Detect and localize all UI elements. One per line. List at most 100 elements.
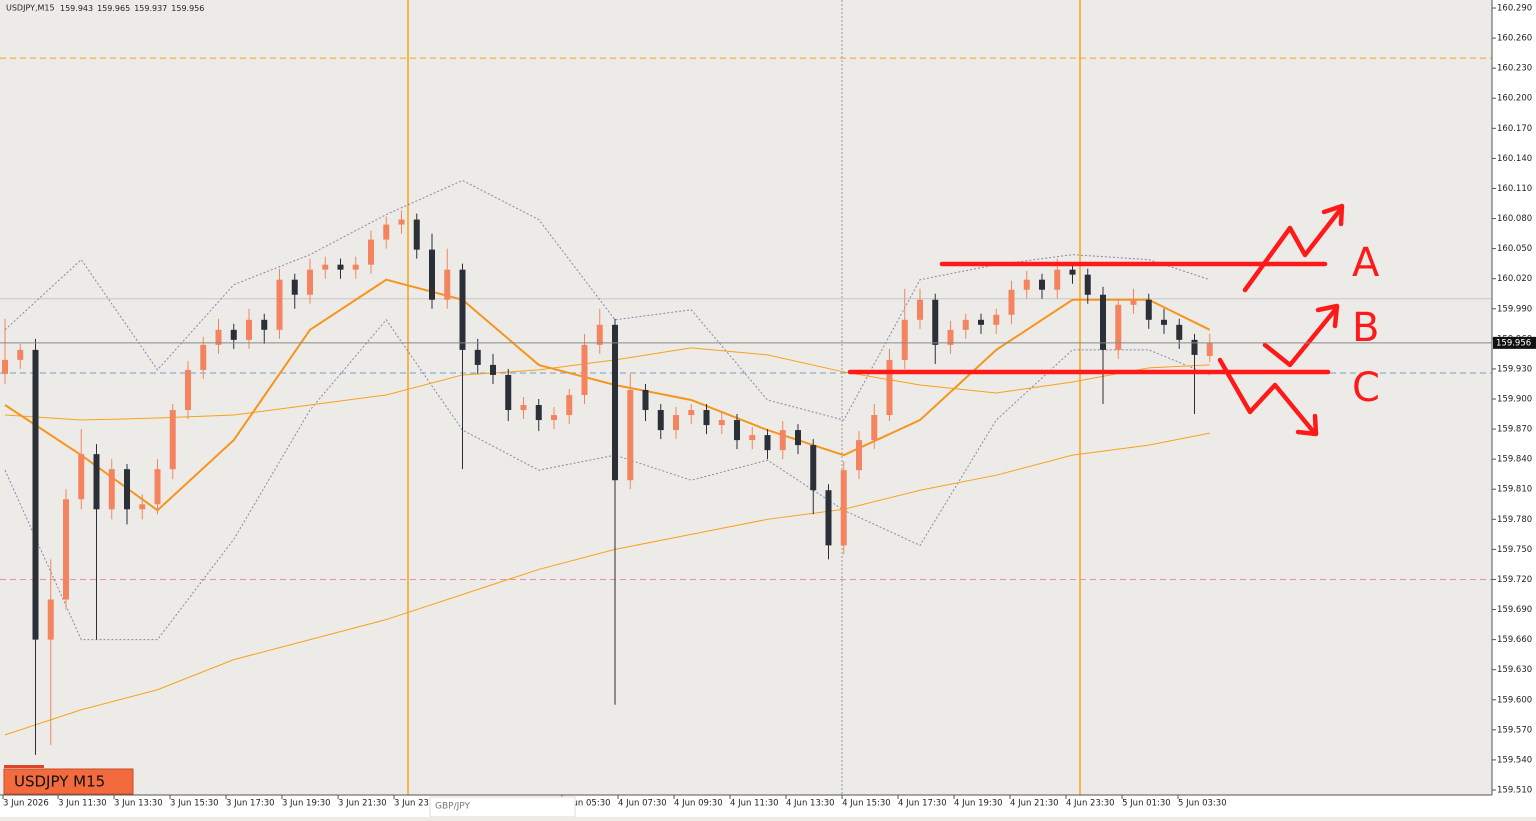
y-tick-label: 159.780 [1497,515,1532,525]
y-tick-label: 159.930 [1497,364,1532,374]
y-tick-label: 159.600 [1497,695,1532,705]
x-tick-label: 3 Jun 15:30 [170,799,219,809]
y-tick-label: 160.020 [1497,274,1532,284]
x-tick-label: 4 Jun 13:30 [786,799,835,809]
candle-body [871,415,878,441]
candle-body [368,239,374,265]
y-tick-label: 159.720 [1497,575,1532,585]
annotation: C [1352,365,1380,411]
candle-body [429,249,435,300]
arrowhead [1315,303,1340,329]
candle-body [322,264,329,270]
candle-body [444,269,451,300]
symbol: USDJPY,M15 [6,4,55,13]
x-tick-label: 3 Jun 11:30 [58,799,107,809]
candle-body [734,420,740,441]
candle-body [398,219,405,225]
candle-body [520,405,527,411]
current-price-box [1493,336,1536,349]
candle-body [612,324,618,481]
x-tick-label: 4 Jun 21:30 [1010,799,1059,809]
candle-body [703,410,710,426]
drawing [847,203,1345,437]
candle-body [185,369,191,411]
candle-body [581,344,588,395]
time-axis [0,795,1492,817]
candle-body [1161,319,1167,325]
x-tick-label: 4 Jun 23:30 [1066,799,1115,809]
y-tick-label: 160.110 [1497,184,1532,194]
y-tick-label: 160.290 [1497,4,1532,14]
candle-body [1054,269,1061,290]
candle-body [47,599,54,640]
annotation: A [1352,240,1380,286]
candle-body [978,319,984,325]
current-price-label: 159.956 [1496,338,1531,348]
candle-body [856,440,862,471]
annotation: B [1352,305,1379,351]
arrowhead [1321,203,1345,227]
ohlc-value: 159.956 [171,4,204,13]
x-tick-label: 3 Jun 17:30 [226,799,275,809]
candle-body [490,364,496,375]
y-tick-label: 160.050 [1497,244,1532,254]
candle-body [337,264,344,270]
y-tick-label: 160.140 [1497,154,1532,164]
candle-body [93,454,100,510]
candle-body [200,344,207,370]
ohlc-value: 159.965 [97,4,130,13]
candle-body [474,349,481,365]
x-tick-label: 4 Jun 09:30 [674,799,723,809]
plot [2,179,1213,755]
arrow-a [1242,207,1343,293]
candle-body [1191,339,1198,355]
x-tick-label: 4 Jun 17:30 [898,799,947,809]
candle-body [32,349,39,640]
candle-body [901,319,908,360]
candle-body [642,389,649,411]
x-tick-label: 4 Jun 11:30 [730,799,779,809]
y-tick-label: 159.840 [1497,455,1532,465]
candle-body [840,470,847,546]
badge [3,768,134,795]
x-tick-label: 3 Jun 19:30 [282,799,331,809]
price-axis [1492,0,1536,817]
candle-body [1008,289,1015,315]
candle-body [886,359,893,416]
candle-body [825,490,832,546]
y-tick-label: 159.510 [1497,785,1532,795]
candle-body [230,329,237,340]
candle-body [810,445,817,491]
candle-body [947,329,954,345]
candle-body [551,415,557,421]
x-tick-label: 3 Jun 23:30 [394,799,443,809]
y-tick-label: 159.660 [1497,635,1532,645]
candle-body [78,454,85,500]
badge-bar [4,765,44,768]
candle-body [63,499,69,600]
candle-body [779,430,786,451]
candle-body [627,389,634,481]
x-tick-label: 3 Jun 13:30 [114,799,163,809]
candle-body [657,410,664,431]
candle-body [1115,304,1122,350]
candle-body [108,469,115,510]
candle-body [215,329,222,345]
candle-body [17,349,24,360]
candle-body [1145,299,1152,320]
arrow-c [1217,357,1315,433]
x-tick-label: 4 Jun 07:30 [618,799,667,809]
candle-body [917,299,923,320]
ohlc-header: 159.943 159.965 159.937 159.956 [60,4,204,13]
x-tick-label: 3 Jun 2026 [3,799,49,809]
candle-body [1100,294,1106,350]
y-tick-label: 159.570 [1497,725,1532,735]
candle-body [1130,299,1137,305]
candle-body [795,430,801,446]
candle-body [505,374,512,411]
candle-body [993,314,1000,325]
candle-body [962,319,969,330]
